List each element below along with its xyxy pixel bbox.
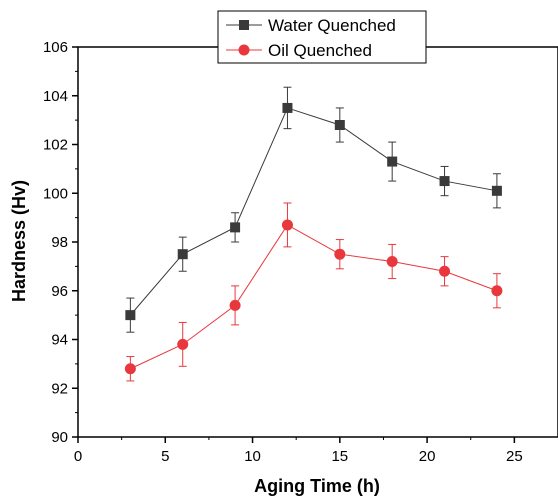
- legend: Water Quenched Oil Quenched: [217, 10, 427, 64]
- data-point: [230, 222, 241, 233]
- data-point: [491, 185, 502, 196]
- data-point: [124, 363, 136, 375]
- x-axis: 0 5 10 15 20 25: [74, 437, 523, 465]
- y-tick-label: 90: [51, 429, 68, 446]
- data-point: [387, 156, 398, 167]
- series-line: [130, 224, 498, 370]
- data-point: [177, 249, 188, 260]
- x-tick-label: 10: [244, 448, 261, 465]
- x-tick-label: 20: [419, 448, 436, 465]
- y-tick-label: 102: [43, 137, 68, 154]
- series-line: [129, 107, 498, 316]
- series-water-quenched: [125, 86, 502, 333]
- y-tick-label: 106: [43, 39, 68, 56]
- series-oil-quenched: [124, 202, 503, 382]
- data-point: [177, 338, 189, 350]
- legend-item: Water Quenched: [226, 16, 396, 35]
- data-point: [491, 285, 503, 297]
- legend-box: [217, 10, 427, 64]
- y-axis: 90 92 94 96 98 100 102 104 106: [43, 39, 78, 446]
- data-point: [439, 265, 451, 277]
- x-tick-label: 5: [161, 448, 169, 465]
- x-tick-label: 15: [331, 448, 348, 465]
- y-tick-label: 92: [51, 380, 68, 397]
- y-tick-label: 100: [43, 185, 68, 202]
- data-point: [334, 120, 345, 130]
- data-point: [282, 102, 293, 113]
- y-tick-label: 94: [51, 332, 68, 349]
- y-tick-label: 104: [43, 88, 68, 105]
- x-tick-label: 25: [506, 448, 523, 465]
- legend-label: Water Quenched: [268, 16, 396, 35]
- data-point: [229, 299, 241, 311]
- legend-marker: [238, 44, 250, 56]
- data-point: [334, 248, 346, 260]
- legend-item: Oil Quenched: [226, 41, 372, 60]
- legend-marker: [239, 20, 249, 30]
- series-layer: [124, 86, 503, 382]
- y-tick-label: 98: [51, 234, 68, 251]
- y-axis-title: Hardness (Hv): [9, 180, 29, 302]
- data-point: [281, 219, 293, 231]
- legend-label: Oil Quenched: [268, 41, 372, 60]
- y-tick-label: 96: [51, 283, 68, 300]
- data-point: [386, 256, 398, 267]
- data-point: [125, 310, 136, 321]
- data-point: [439, 176, 450, 187]
- x-tick-label: 0: [74, 448, 82, 465]
- x-axis-title: Aging Time (h): [254, 476, 380, 496]
